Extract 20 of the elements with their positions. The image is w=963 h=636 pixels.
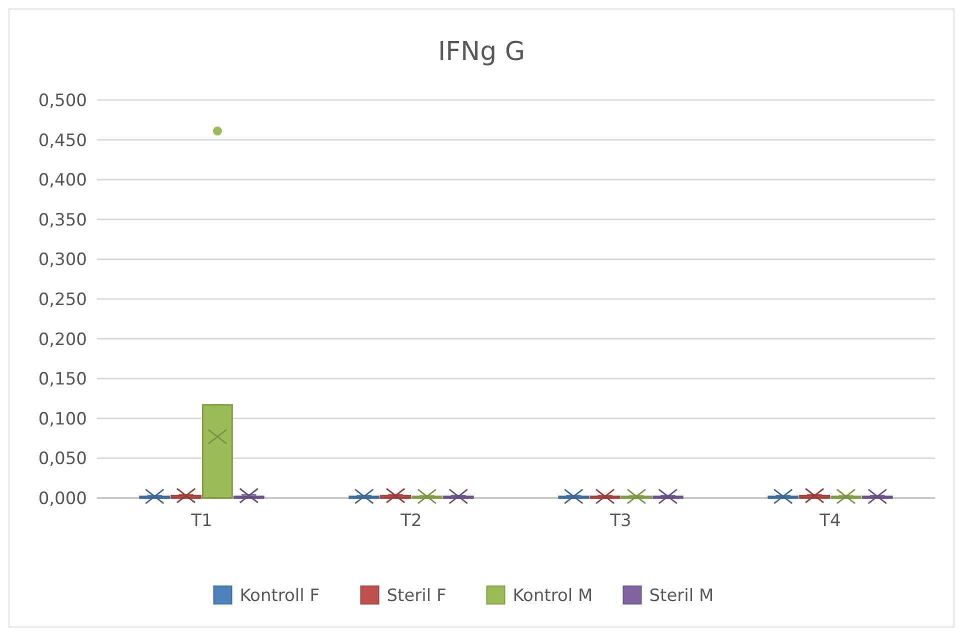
y-tick-label: 0,400 (38, 170, 87, 191)
y-tick-label: 0,200 (38, 330, 87, 350)
y-tick-label: 0,250 (38, 290, 87, 310)
y-tick-label: 0,300 (38, 250, 87, 270)
chart-title: IFNg G (438, 37, 525, 67)
x-tick-label: T2 (400, 511, 422, 531)
y-tick-label: 0,050 (38, 449, 87, 470)
x-tick-label: T3 (609, 511, 632, 531)
x-tick-label: T4 (818, 511, 841, 531)
legend-label: Kontrol M (512, 586, 593, 606)
y-tick-label: 0,100 (38, 409, 87, 430)
legend-label: Kontroll F (240, 586, 320, 606)
y-tick-label: 0,500 (38, 90, 87, 111)
x-tick-label: T1 (190, 511, 212, 531)
y-tick-label: 0,350 (38, 210, 87, 230)
legend-label: Steril M (649, 586, 714, 606)
y-tick-label: 0,450 (38, 130, 87, 151)
y-tick-label: 0,000 (38, 488, 87, 509)
y-tick-label: 0,150 (38, 370, 87, 390)
legend-label: Steril F (386, 586, 446, 606)
